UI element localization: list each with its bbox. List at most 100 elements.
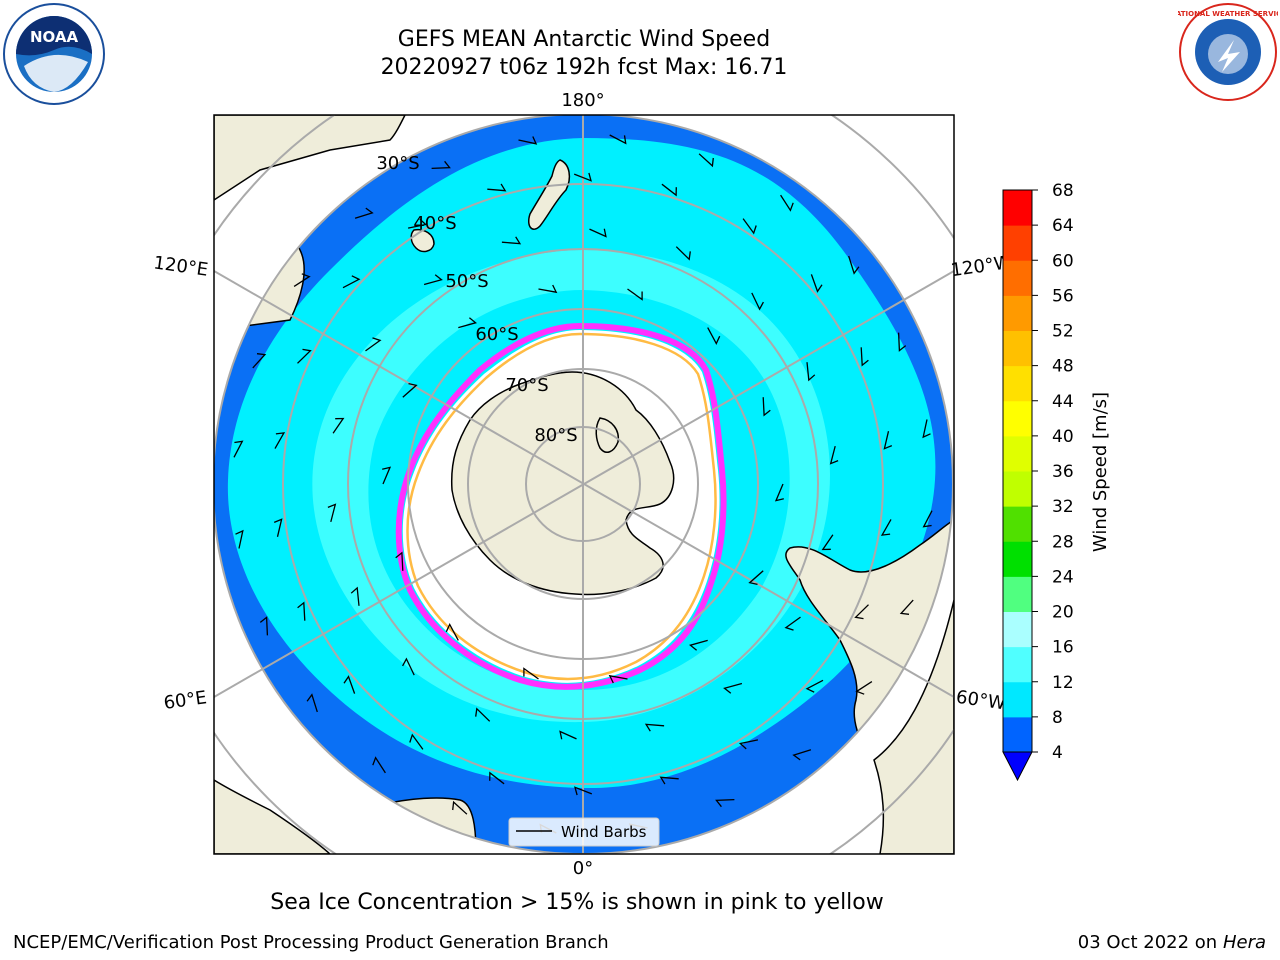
wind-barb — [297, 348, 312, 364]
wind-barb — [235, 529, 244, 549]
colorbar-tick-label: 32 — [1052, 497, 1074, 517]
corner-land-lower-right — [873, 599, 954, 854]
wind-barb — [810, 274, 823, 293]
wind-barb — [293, 273, 311, 287]
wind-barb — [762, 397, 771, 417]
wind-barb — [233, 440, 244, 458]
colorbar-segment — [1003, 611, 1032, 648]
colorbar-tick-label: 12 — [1052, 673, 1074, 693]
caption: Sea Ice Concentration > 15% is shown in … — [270, 890, 884, 915]
wind-barb — [723, 682, 743, 694]
wind-barb — [792, 749, 812, 761]
nws-logo: NATIONAL WEATHER SERVICE — [1170, 2, 1280, 106]
lon-label-120e: 120°E — [152, 252, 209, 280]
wind-barb — [806, 362, 816, 382]
wind-barb — [354, 207, 374, 219]
colorbar-segment — [1003, 260, 1032, 296]
colorbar-tick-label: 20 — [1052, 603, 1074, 623]
sea-ice-yellow — [406, 332, 717, 681]
map-frame — [213, 114, 955, 855]
wind-barb — [880, 519, 892, 536]
footer-date: 03 Oct 2022 on — [1077, 932, 1218, 953]
wind-barb — [259, 616, 269, 636]
wind-barb — [659, 776, 679, 785]
colorbar-segment — [1003, 295, 1032, 331]
noaa-logo: NOAA — [2, 2, 106, 110]
wind-barb — [698, 153, 714, 168]
wind-barb — [707, 327, 721, 345]
wind-barb — [675, 246, 691, 261]
lat-label-80s: 80°S — [534, 425, 577, 446]
lon-label-180: 180° — [561, 90, 604, 111]
wind-barb — [738, 739, 759, 750]
colorbar-segment — [1003, 541, 1032, 577]
wind-barb — [297, 601, 306, 621]
wind-barb — [518, 136, 538, 145]
wind-barb — [458, 317, 477, 329]
lat-label-70s: 70°S — [505, 375, 548, 396]
wind-barb — [538, 284, 558, 294]
colorbar-segment — [1003, 330, 1032, 367]
wind-barb — [402, 382, 418, 398]
lat-label-40s: 40°S — [413, 213, 456, 234]
lat-label-30s: 30°S — [376, 153, 419, 174]
wind-barb — [748, 570, 764, 586]
nws-logo-text: NATIONAL WEATHER SERVICE — [1178, 10, 1278, 18]
wind-barb — [922, 419, 931, 439]
lon-label-60w: 60°W — [955, 687, 1007, 715]
wind-barb — [252, 353, 267, 369]
wind-barb — [899, 599, 914, 615]
wind-barb — [342, 275, 361, 289]
colorbar-tick-label: 28 — [1052, 532, 1074, 552]
wind-barb — [860, 347, 869, 367]
footer-left: NCEP/EMC/Verification Post Processing Pr… — [13, 932, 609, 953]
wind-barb — [829, 445, 839, 465]
wind-barb — [402, 657, 415, 676]
colorbar-tick-label: 60 — [1052, 251, 1074, 271]
colorbar-extend-arrow — [1002, 751, 1033, 782]
title-line-1: GEFS MEAN Antarctic Wind Speed — [397, 27, 771, 52]
legend-box: Wind Barbs — [508, 817, 660, 847]
lon-label-60e: 60°E — [162, 687, 208, 714]
lat-label-60s: 60°S — [475, 324, 518, 345]
wind-barb — [589, 228, 607, 238]
wind-barb — [897, 332, 907, 352]
wind-barb — [559, 730, 577, 740]
wind-barb — [395, 551, 404, 571]
footer-host: Hera — [1222, 932, 1266, 953]
meridian-lines — [214, 115, 954, 854]
colorbar-segment — [1003, 716, 1032, 753]
colorbar-tick-label: 64 — [1052, 216, 1074, 236]
colorbar-tick-label: 24 — [1052, 567, 1074, 587]
legend-label: Wind Barbs — [561, 823, 647, 841]
wind-barb — [523, 667, 539, 680]
colorbar-tick-label: 40 — [1052, 427, 1074, 447]
wind-barb — [487, 183, 507, 192]
wind-barb — [273, 518, 283, 537]
wind-barb — [784, 616, 801, 631]
colorbar-segment — [1003, 400, 1032, 437]
colorbar-tick-label: 56 — [1052, 286, 1074, 306]
wind-barb — [327, 503, 337, 523]
wind-barb — [805, 679, 824, 693]
wind-barb — [372, 756, 386, 774]
corner-land-upper-left — [214, 115, 406, 201]
lon-label-0: 0° — [573, 858, 593, 879]
wind-barb — [821, 534, 834, 551]
wind-barb — [661, 183, 677, 197]
wind-barb — [780, 194, 794, 212]
wind-barb — [751, 292, 764, 311]
wind-barb — [715, 798, 735, 808]
new-zealand-land — [528, 159, 571, 230]
wind-barb — [573, 172, 592, 182]
wind-barb — [350, 586, 360, 606]
antarctica-land — [450, 371, 675, 596]
colorbar-segment — [1003, 681, 1032, 718]
wind-barb — [848, 255, 860, 275]
sea-ice-edge — [395, 322, 727, 690]
colorbar-segment — [1003, 435, 1032, 472]
wind-barb — [332, 417, 345, 434]
colorbar-tick-label: 44 — [1052, 392, 1074, 412]
colorbar-tick-label: 8 — [1052, 708, 1063, 728]
